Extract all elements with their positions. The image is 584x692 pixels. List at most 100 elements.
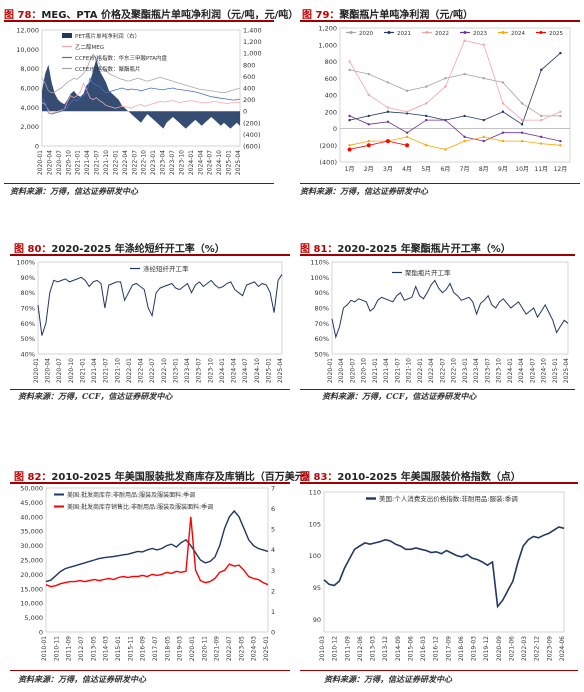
f79-series-4-point xyxy=(501,139,505,143)
f80-x-tick-label: 2024-10 xyxy=(254,358,261,383)
f81-x-tick-label: 2020-01 xyxy=(327,358,334,383)
f78-x-tick-label: 2022-07 xyxy=(131,150,138,175)
f79-series-3-line xyxy=(349,115,561,142)
f78-y-tick-label: 8,000 xyxy=(20,65,39,73)
f78-x-tick-label: 2023-01 xyxy=(150,150,157,175)
figure-80-title-text: 2020-2025 年涤纶短纤开工率（%） xyxy=(51,244,225,255)
f78-x-tick-label: 2021-04 xyxy=(84,150,91,175)
f82-legend-label-0: 美国:批发商库存:非耐用品:服装及服装面料:季调 xyxy=(67,491,195,499)
f83-x-tick-label: 2014-09 xyxy=(395,636,402,661)
f80-x-tick-label: 2023-07 xyxy=(196,358,203,383)
f79-series-4-point xyxy=(463,139,466,143)
f79-series-3-point xyxy=(386,120,390,124)
f80-legend-label-0: 涤纶短纤开工率 xyxy=(143,264,189,273)
f78-y-tick-label: 6,000 xyxy=(20,85,39,93)
f80-y-tick-label: 70% xyxy=(21,305,35,313)
f80-x-tick-label: 2023-04 xyxy=(184,358,191,383)
f82-plot-frame xyxy=(45,487,269,633)
f82-y2-tick-label: 7 xyxy=(271,485,275,493)
f79-series-1-line xyxy=(349,52,561,125)
f78-legend-label-1: 乙二醇MEG xyxy=(75,43,104,51)
f80-x-tick-label: 2025-01 xyxy=(265,358,272,383)
f79-series-4-point xyxy=(520,139,524,143)
f80-y-tick-label: 80% xyxy=(21,289,35,297)
f78-y2-tick-label: (200) xyxy=(243,119,260,127)
f79-series-1-point xyxy=(559,51,562,55)
f83-x-tick-label: 2022-03 xyxy=(521,636,528,661)
f78-x-tick-label: 2024-04 xyxy=(197,150,204,175)
f78-y-tick-label: 12,000 xyxy=(16,27,39,35)
f79-x-tick-label: 12月 xyxy=(554,166,568,173)
f79-series-4-point xyxy=(367,139,370,143)
f79-series-0-line xyxy=(349,69,561,117)
f78-x-tick-label: 2023-07 xyxy=(169,150,176,175)
f78-series-0-area xyxy=(42,59,240,129)
f79-series-5-point xyxy=(366,143,371,148)
f82-x-tick-label: 2025-01 xyxy=(263,636,270,661)
f80-y-tick-label: 90% xyxy=(21,274,35,282)
figure-82-source: 资料来源：万得，信达证券研发中心 xyxy=(18,674,146,684)
f82-x-tick-label: 2010-11 xyxy=(53,636,60,661)
f81-x-tick-label: 2021-07 xyxy=(394,358,401,383)
f78-legend-swatch-0 xyxy=(62,33,72,38)
f81-x-tick-label: 2022-10 xyxy=(451,358,458,383)
f79-x-tick-label: 4月 xyxy=(402,166,412,173)
figure-83-title-rule xyxy=(300,482,578,484)
f81-y-tick-label: 110% xyxy=(310,259,329,267)
f80-x-tick-label: 2022-10 xyxy=(161,358,168,383)
f80-y-tick-label: 50% xyxy=(21,335,35,343)
f79-series-2-point xyxy=(405,110,409,113)
figure-82-title: 图 82：2010-2025 年美国服装批发商库存及库销比（百万美元） xyxy=(14,468,315,483)
f81-x-tick-label: 2020-10 xyxy=(361,358,368,383)
f79-series-0-point xyxy=(463,72,466,76)
f82-y-tick-label: 15,000 xyxy=(20,585,43,593)
f79-series-3-point xyxy=(348,114,351,118)
f79-legend-marker-5 xyxy=(539,31,543,34)
f83-x-tick-label: 2013-03 xyxy=(370,636,377,661)
f79-y-tick-label: 0 xyxy=(333,125,337,133)
f78-x-tick-label: 2022-04 xyxy=(122,150,129,175)
f78-x-tick-label: 2021-10 xyxy=(103,150,110,175)
f79-y-tick-label: 600 xyxy=(325,75,337,83)
f79-legend-label-1: 2021 xyxy=(397,31,411,37)
f78-y-tick-label: 10,000 xyxy=(16,46,39,54)
figure-79-title-text: 聚酯瓶片单吨净利润（元/吨） xyxy=(339,10,474,21)
figure-81-title-text: 2020-2025 年聚酯瓶片开工率（%） xyxy=(337,244,511,255)
figure-83-source: 资料来源：万得，信达证券研发中心 xyxy=(324,674,452,684)
f79-series-3-point xyxy=(482,139,485,143)
f78-x-tick-label: 2025-01 xyxy=(226,150,233,175)
f82-x-tick-label: 2016-09 xyxy=(140,636,147,661)
f81-y-tick-label: 60% xyxy=(315,335,329,343)
f80-plot-frame xyxy=(37,261,283,355)
f81-y-tick-label: 90% xyxy=(315,289,329,297)
f81-x-tick-label: 2025-04 xyxy=(563,358,570,383)
figure-82-source-rule xyxy=(10,670,290,671)
f79-series-3-point xyxy=(425,118,428,122)
f83-y-tick-label: 90 xyxy=(313,616,321,624)
f80-y-tick-label: 60% xyxy=(21,320,35,328)
f78-y-tick-label: 4,000 xyxy=(20,104,39,112)
figure-83-title-text: 2010-2025 年美国服装价格指数（点） xyxy=(337,472,521,483)
f83-x-tick-label: 2020-09 xyxy=(496,636,503,661)
figure-80-source-rule xyxy=(10,389,290,390)
figure-82-title-text: 2010-2025 年美国服装批发商库存及库销比（百万美元） xyxy=(51,472,315,483)
f80-y-tick-label: 100% xyxy=(16,259,35,267)
f79-x-tick-label: 8月 xyxy=(479,166,489,173)
f79-legend-label-4: 2024 xyxy=(511,31,525,37)
f83-x-tick-label: 2021-06 xyxy=(508,636,515,661)
f78-x-tick-label: 2024-07 xyxy=(207,150,214,175)
f78-plot-frame xyxy=(41,29,241,147)
f80-series-0-line xyxy=(37,274,283,336)
f81-x-tick-label: 2023-10 xyxy=(496,358,503,383)
f83-x-tick-label: 2018-06 xyxy=(458,636,465,661)
f78-y2-tick-label: (600) xyxy=(243,143,260,151)
f79-y-tick-label: 400 xyxy=(325,92,337,100)
f82-x-tick-label: 2014-03 xyxy=(103,636,110,661)
f79-series-4-point xyxy=(405,135,409,139)
f79-y-tick-label: 1,200 xyxy=(318,25,337,33)
f79-series-3-point xyxy=(405,131,409,134)
f79-plot-frame xyxy=(339,27,571,163)
f82-series-0-line xyxy=(45,509,269,583)
f78-x-tick-label: 2025-04 xyxy=(235,150,242,175)
f79-series-3-point xyxy=(501,131,505,134)
